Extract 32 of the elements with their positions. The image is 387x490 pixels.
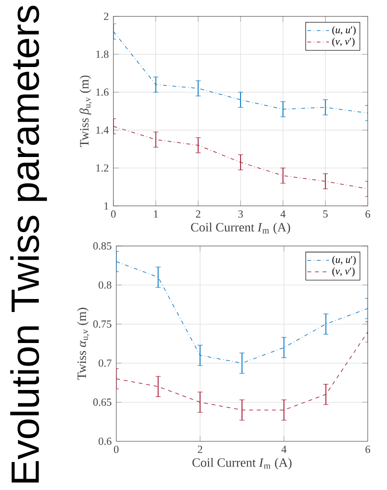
x-tick-label: 2	[198, 446, 202, 453]
x-tick-label: 6	[366, 446, 370, 454]
y-tick-label: 2	[104, 12, 108, 20]
x-tick-label: 5	[323, 210, 328, 218]
y-tick-label: 0.6	[98, 438, 112, 445]
y-tick-label: 1.2	[96, 164, 108, 172]
y-tick-label: 1.8	[96, 50, 109, 58]
x-tick-label: 4	[282, 446, 287, 453]
y-tick-label: 1.4	[96, 126, 109, 134]
x-tick-label: 2	[196, 210, 200, 218]
legend-label: (v, v′)	[332, 38, 355, 47]
x-tick-label: 0	[111, 210, 116, 218]
text: Evolution Twiss parameters	[10, 6, 48, 483]
x-axis-title: Coil Current I$_{m}$ (A)	[192, 458, 292, 470]
x-tick-label: 1	[154, 210, 158, 218]
x-axis-title: Coil Current I$_{m}$ (A)	[191, 222, 290, 234]
y-tick-label: 0.65	[93, 398, 112, 406]
y-tick-label: 0.75	[93, 320, 112, 328]
y-tick-label: 0.7	[98, 359, 112, 367]
y-tick-label: 1.6	[96, 88, 109, 96]
x-tick-label: 4	[280, 210, 286, 218]
x-tick-label: 0	[114, 446, 119, 454]
y-tick-label: 1	[104, 202, 108, 210]
y-axis-title: Twiss α$_{u,v}$ (m)	[77, 308, 90, 380]
legend-label: (v, v′)	[332, 267, 355, 277]
y-axis-title: Twiss β$_{u,v}$ (m)	[80, 76, 92, 148]
x-tick-label: 3	[238, 210, 243, 218]
y-tick-label: 0.8	[98, 281, 112, 289]
y-tick-label: 0.85	[93, 242, 112, 250]
x-tick-label: 6	[366, 210, 370, 218]
legend-label: (u, u′)	[332, 26, 356, 36]
legend-label: (u, u′)	[332, 256, 356, 266]
